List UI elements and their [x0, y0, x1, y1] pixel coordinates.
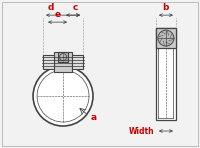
Text: b: b — [163, 3, 169, 12]
Circle shape — [158, 30, 174, 46]
Circle shape — [33, 66, 93, 126]
Bar — [58, 52, 68, 62]
Bar — [43, 55, 54, 69]
Text: Width: Width — [128, 127, 154, 136]
Text: e: e — [54, 10, 61, 19]
Text: c: c — [72, 3, 78, 12]
Circle shape — [60, 54, 67, 61]
Bar — [54, 52, 72, 72]
Bar — [72, 55, 83, 69]
Text: d: d — [48, 3, 54, 12]
Bar — [156, 28, 176, 48]
Bar — [156, 28, 176, 120]
Text: a: a — [91, 112, 97, 122]
